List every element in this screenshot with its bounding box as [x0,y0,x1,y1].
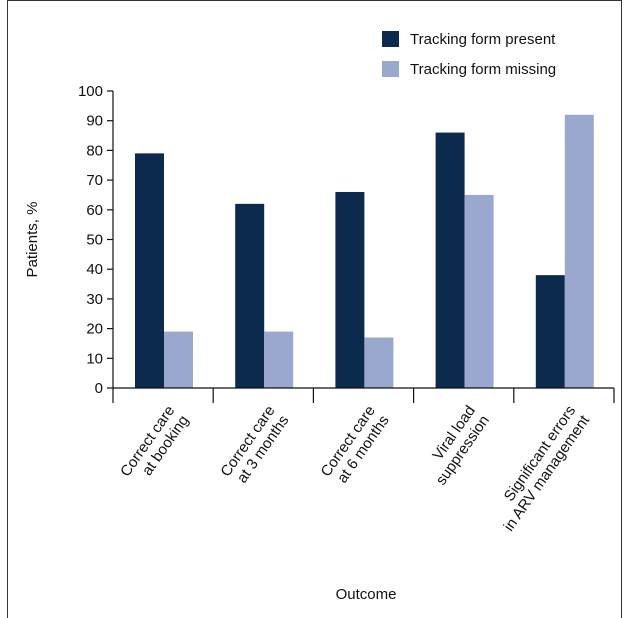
x-axis-title: Outcome [336,586,397,603]
y-tick-label: 0 [95,380,103,397]
x-tick-label-4: Viral loadsuppression [419,403,493,489]
y-ticks: 0 10 20 30 40 50 60 70 80 90 100 [78,83,113,397]
x-tick-label-1: Correct careat booking [117,403,192,490]
bar-present-3 [335,191,365,388]
bar-present-1 [135,153,164,388]
y-tick-label: 100 [78,83,103,100]
bar-missing-5 [564,114,594,388]
legend-swatch-2 [382,61,399,77]
y-tick-label: 70 [86,172,103,189]
y-tick-label: 10 [86,350,103,367]
legend-label-1: Tracking form present [410,31,556,48]
bar-missing-4 [464,194,494,388]
y-tick-label: 90 [86,113,103,130]
y-tick-label: 20 [86,321,103,338]
y-tick-label: 50 [86,232,103,249]
bar-missing-3 [364,337,394,388]
bar-present-4 [435,132,465,388]
chart-frame [7,0,622,618]
legend-swatch-1 [382,31,399,47]
bars [135,114,594,388]
legend-label-2: Tracking form missing [410,61,556,78]
y-tick-label: 80 [86,142,103,159]
bar-present-2 [235,203,265,388]
x-tick-label-3: Correct careat 6 months [318,403,393,490]
y-tick-label: 60 [86,202,103,219]
y-tick-label: 40 [86,261,103,278]
bar-missing-1 [164,331,193,388]
legend: Tracking form present Tracking form missi… [382,31,556,78]
x-tick-label-5: Significant errorsin ARV management [486,402,593,535]
y-axis-title: Patients, % [24,202,41,278]
bar-missing-2 [264,331,294,388]
bar-present-5 [535,275,565,388]
x-tick-labels: Correct careat booking Correct careat 3 m… [117,402,593,535]
x-tick-label-2: Correct careat 3 months [217,403,292,490]
y-tick-label: 30 [86,291,103,308]
